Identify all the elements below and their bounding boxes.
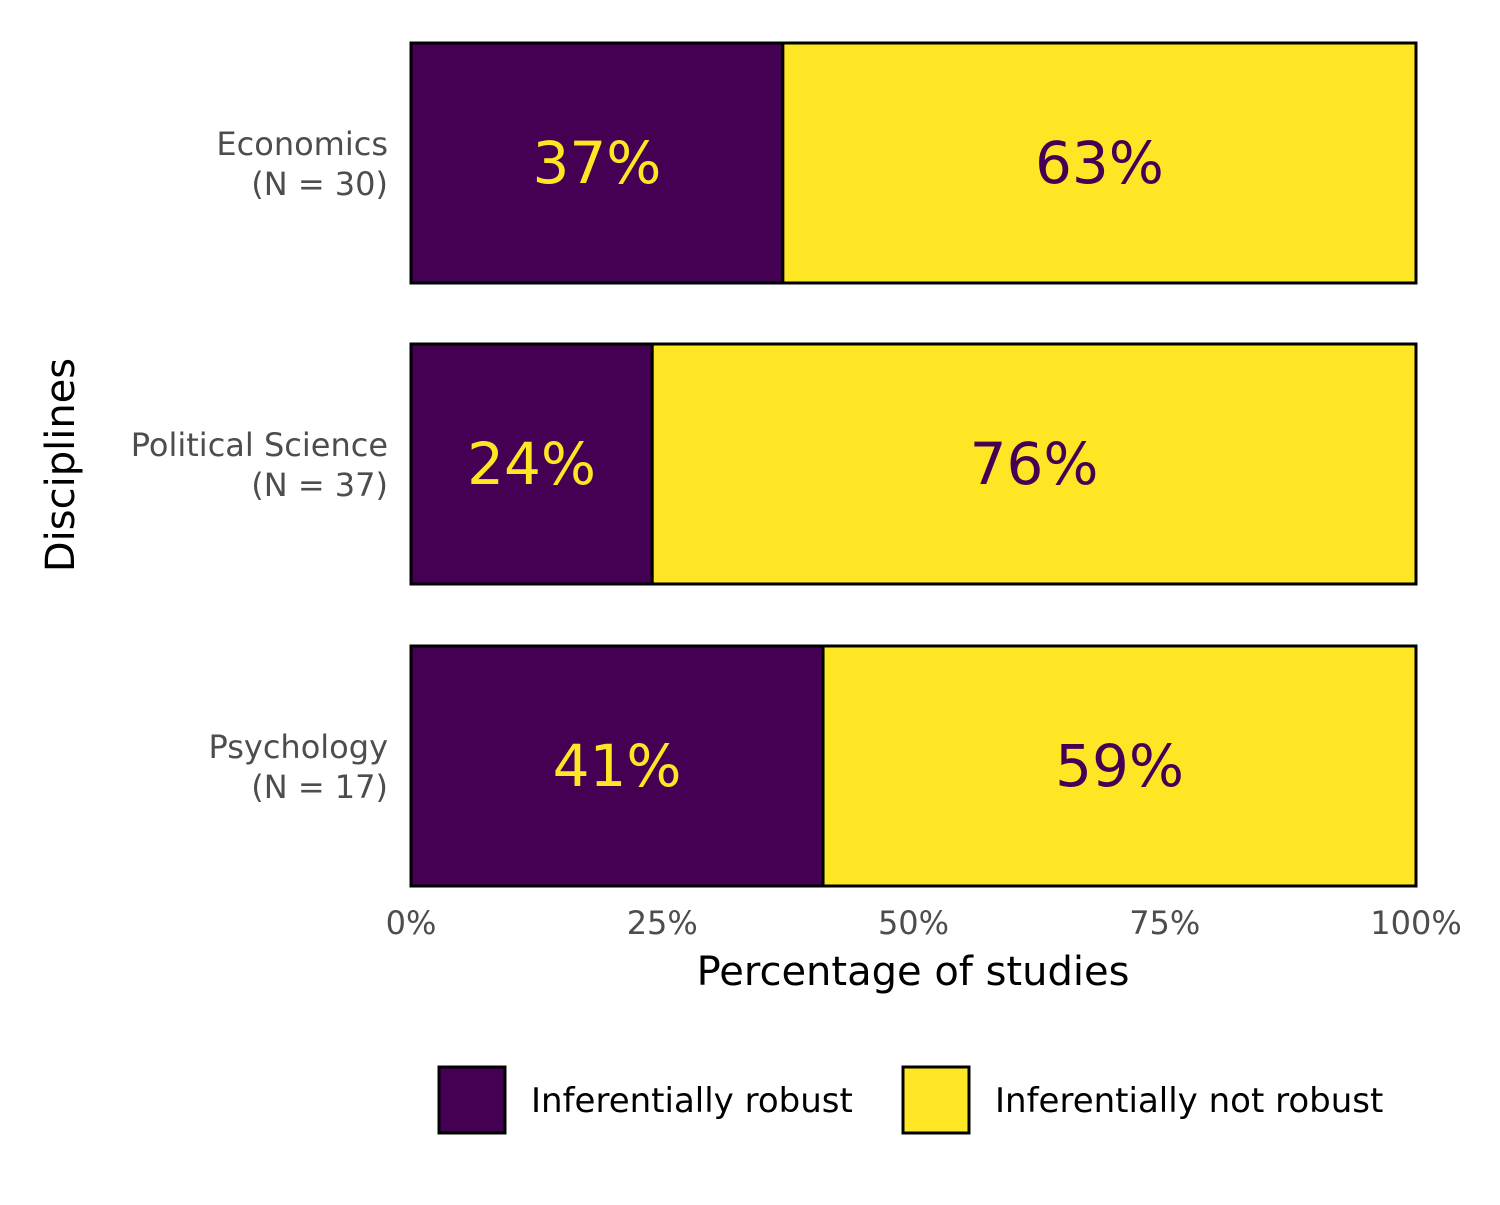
data-label: 76% xyxy=(970,430,1099,498)
bars-group: 37% 63% 24% 76% 41% 59% xyxy=(409,41,1418,888)
data-label: 37% xyxy=(532,129,661,197)
bar-segment-robust xyxy=(409,342,654,586)
data-label: 41% xyxy=(553,732,682,800)
x-tick-label: 50% xyxy=(878,904,949,942)
y-tick-label-count: (N = 37) xyxy=(251,466,388,504)
data-label: 24% xyxy=(467,430,596,498)
y-tick-label: Economics xyxy=(216,125,388,163)
y-axis-title: Disciplines xyxy=(38,358,84,572)
y-axis: Economics(N = 30) Political Science(N = 3… xyxy=(131,125,388,806)
x-tick-label: 25% xyxy=(627,904,698,942)
data-label: 63% xyxy=(1035,129,1164,197)
x-tick-label: 100% xyxy=(1370,904,1461,942)
x-tick-label: 75% xyxy=(1129,904,1200,942)
bar-segment-robust xyxy=(409,644,825,888)
bar-segment-not-robust xyxy=(781,41,1418,285)
bar-segment-robust xyxy=(409,41,785,285)
data-label: 59% xyxy=(1055,732,1184,800)
legend-swatch-not-robust xyxy=(901,1065,971,1135)
x-axis-title: Percentage of studies xyxy=(697,949,1130,995)
y-tick-label: Psychology xyxy=(208,728,388,766)
y-tick-label: Political Science xyxy=(131,426,388,464)
bar-segment-not-robust xyxy=(821,644,1418,888)
legend: Inferentially robust Inferentially not ro… xyxy=(437,1065,1383,1135)
x-tick-label: 0% xyxy=(386,904,437,942)
bar-segment-not-robust xyxy=(650,342,1418,586)
y-tick-label-count: (N = 17) xyxy=(251,768,388,806)
legend-swatch-robust xyxy=(437,1065,507,1135)
legend-label: Inferentially not robust xyxy=(995,1081,1383,1121)
y-tick-label-count: (N = 30) xyxy=(251,165,388,203)
x-axis: 0% 25% 50% 75% 100% xyxy=(386,904,1462,942)
legend-label: Inferentially robust xyxy=(531,1081,853,1121)
